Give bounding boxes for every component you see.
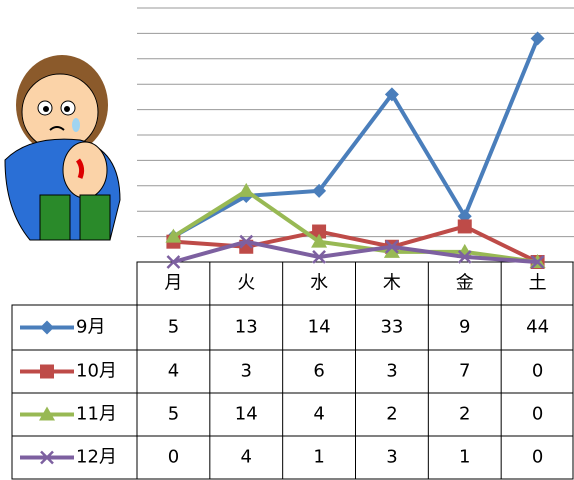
boy-illustration — [5, 55, 120, 240]
point — [40, 321, 54, 335]
table-value: 0 — [532, 404, 543, 425]
table-value: 5 — [168, 317, 179, 338]
legend-label: 9月 — [76, 317, 105, 338]
legend-label: 12月 — [76, 447, 117, 468]
category-label: 木 — [383, 273, 401, 294]
table-value: 9 — [459, 317, 470, 338]
table-value: 6 — [313, 361, 324, 382]
category-label: 水 — [310, 273, 328, 294]
table-value: 0 — [532, 361, 543, 382]
table-value: 5 — [168, 404, 179, 425]
table-value: 33 — [380, 317, 403, 338]
point — [458, 219, 472, 233]
table-value: 3 — [241, 361, 252, 382]
category-label: 土 — [529, 273, 547, 294]
table-value: 3 — [386, 361, 397, 382]
point — [238, 183, 254, 197]
table-value: 14 — [235, 404, 258, 425]
chart: 月火水木金土9月513143394410月43637011月514422012月… — [0, 0, 574, 480]
table-value: 3 — [386, 447, 397, 468]
category-label: 火 — [237, 273, 255, 294]
table-value: 2 — [386, 404, 397, 425]
table-value: 1 — [459, 447, 470, 468]
point — [40, 365, 54, 379]
table-value: 4 — [313, 404, 324, 425]
table-value: 13 — [235, 317, 258, 338]
table-value: 44 — [526, 317, 549, 338]
category-label: 月 — [164, 273, 182, 294]
series-line — [173, 242, 537, 262]
series-line — [173, 38, 537, 236]
category-label: 金 — [456, 273, 474, 294]
legend-label: 10月 — [76, 361, 117, 382]
table-value: 14 — [308, 317, 331, 338]
table-value: 0 — [168, 447, 179, 468]
legend-label: 11月 — [76, 404, 117, 425]
table-value: 1 — [313, 447, 324, 468]
table-value: 0 — [532, 447, 543, 468]
table-value: 4 — [168, 361, 179, 382]
table-value: 2 — [459, 404, 470, 425]
table-value: 4 — [241, 447, 252, 468]
table-value: 7 — [459, 361, 470, 382]
